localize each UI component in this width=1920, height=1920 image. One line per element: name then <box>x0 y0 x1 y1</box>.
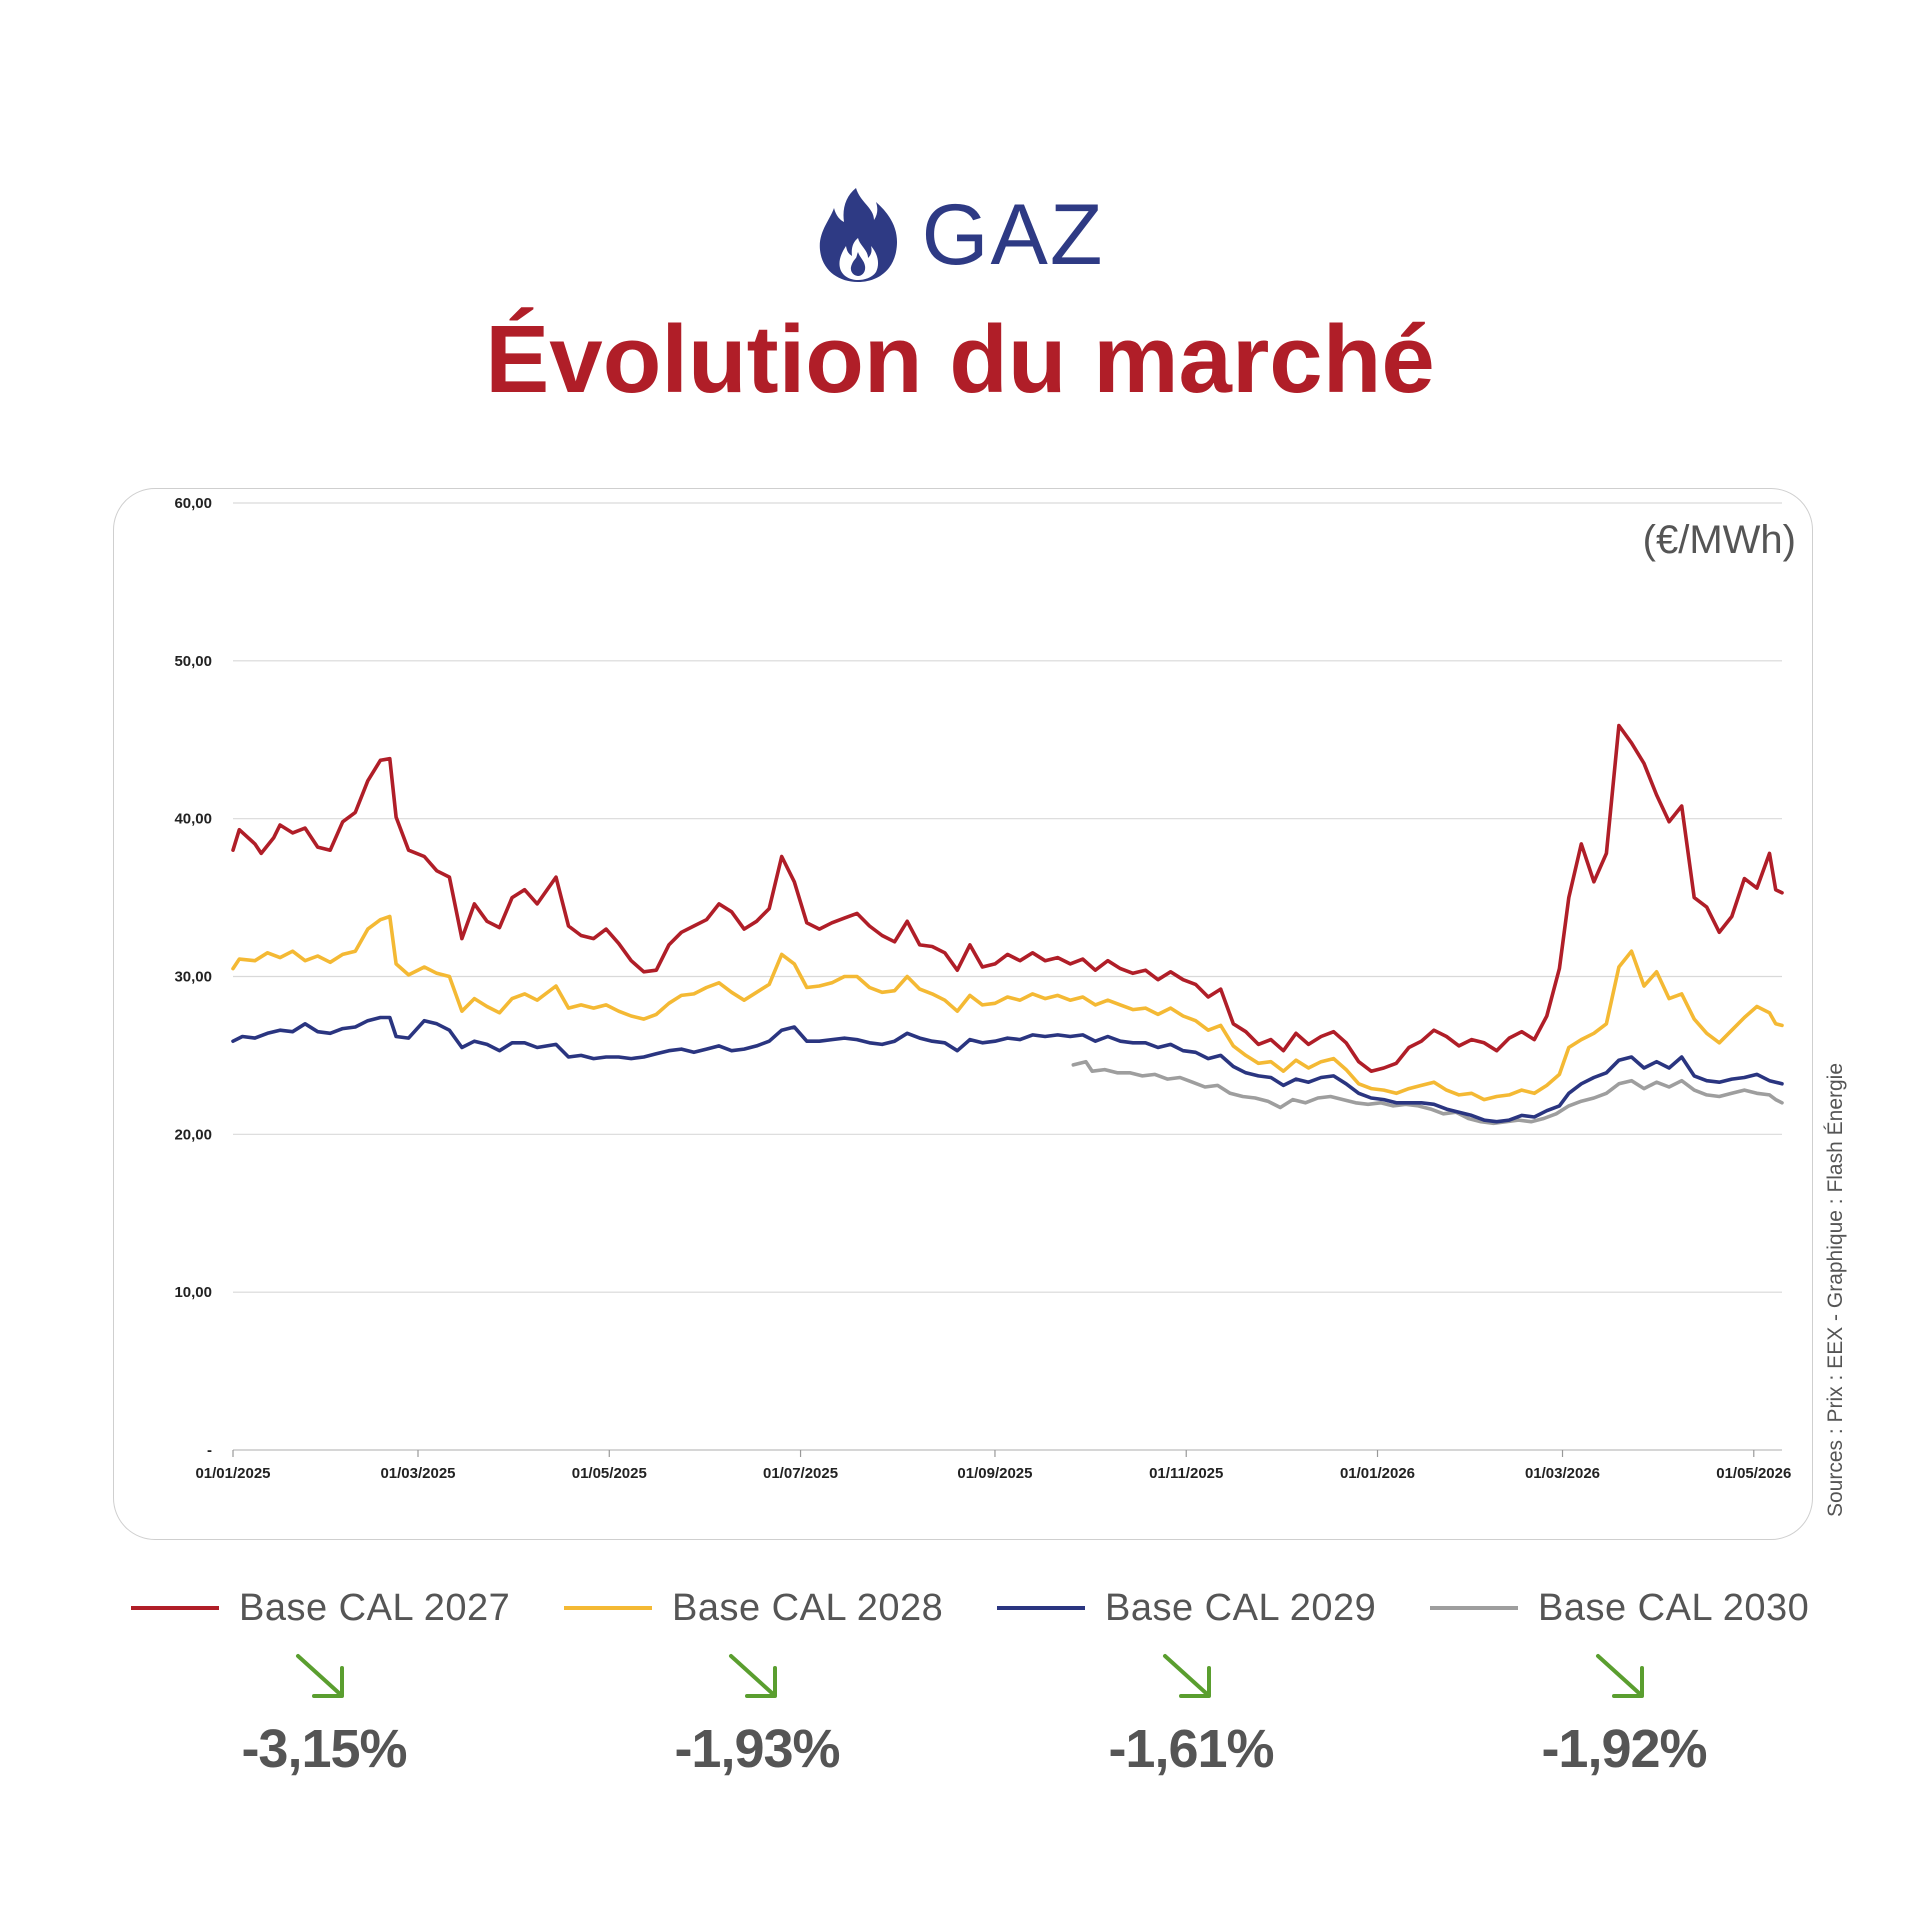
page-title: Évolution du marché <box>485 306 1435 413</box>
legend-item-cal2029: Base CAL 2029 <box>997 1578 1376 1638</box>
header: GAZ <box>0 180 1920 290</box>
legend-label: Base CAL 2030 <box>1538 1586 1810 1629</box>
change-value: -3,15% <box>241 1719 407 1779</box>
unit-label: (€/MWh) <box>1642 518 1796 562</box>
legend: Base CAL 2027 Base CAL 2028 Base CAL 202… <box>0 1578 1920 1638</box>
change-cal2028: -1,93% <box>607 1650 907 1780</box>
legend-label: Base CAL 2028 <box>672 1586 944 1629</box>
arrow-down-right-icon <box>1163 1654 1211 1698</box>
change-cal2030: -1,92% <box>1474 1650 1774 1780</box>
legend-label: Base CAL 2027 <box>239 1586 511 1629</box>
change-value: -1,92% <box>1541 1719 1707 1779</box>
legend-item-cal2030: Base CAL 2030 <box>1430 1578 1809 1638</box>
legend-item-cal2027: Base CAL 2027 <box>131 1578 510 1638</box>
arrow-down-right-icon <box>296 1654 344 1698</box>
legend-swatch <box>997 1606 1085 1610</box>
legend-item-cal2028: Base CAL 2028 <box>564 1578 943 1638</box>
arrow-down-right-icon <box>729 1654 777 1698</box>
change-value: -1,61% <box>1108 1719 1274 1779</box>
chart-card <box>113 488 1813 1540</box>
change-cal2029: -1,61% <box>1041 1650 1341 1780</box>
legend-swatch <box>564 1606 652 1610</box>
change-value: -1,93% <box>674 1719 840 1779</box>
change-cal2027: -3,15% <box>174 1650 474 1780</box>
source-text: Sources : Prix : EEX - Graphique : Flash… <box>1824 1062 1847 1518</box>
legend-label: Base CAL 2029 <box>1105 1586 1377 1629</box>
legend-swatch <box>131 1606 219 1610</box>
flame-icon <box>819 188 897 282</box>
arrow-down-right-icon <box>1596 1654 1644 1698</box>
category-group: GAZ <box>816 186 1105 285</box>
legend-swatch <box>1430 1606 1518 1610</box>
category-label: GAZ <box>921 186 1105 283</box>
